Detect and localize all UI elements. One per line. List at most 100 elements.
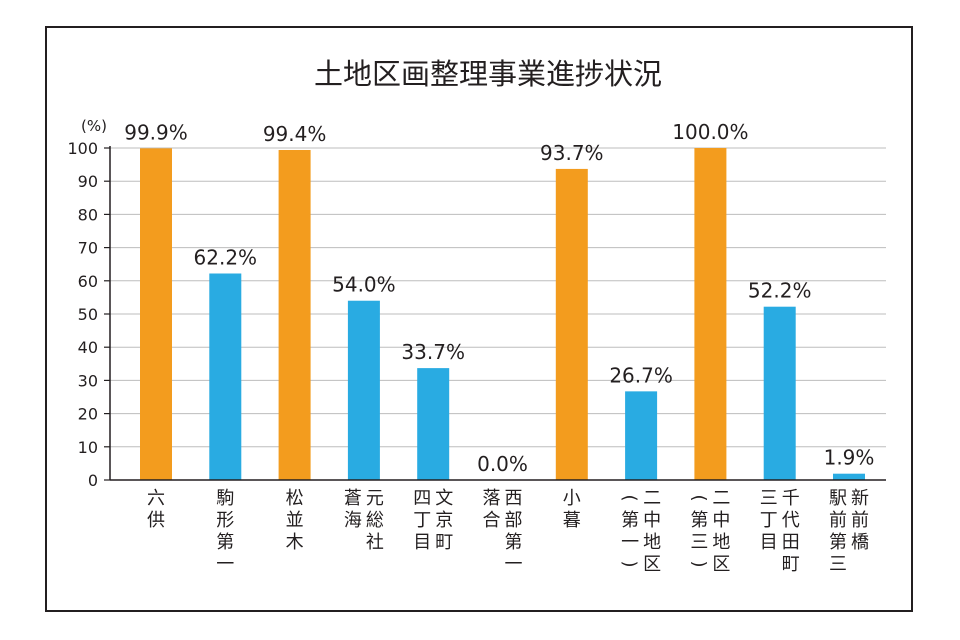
category-char: 総 <box>366 510 384 531</box>
category-char: 社 <box>366 532 384 553</box>
y-tick-label: 10 <box>78 438 98 457</box>
category-char: 蒼 <box>344 488 362 509</box>
category-char: 第 <box>505 532 523 553</box>
category-char: 第 <box>216 532 234 553</box>
data-label: 99.9% <box>124 120 188 144</box>
bar <box>694 148 727 480</box>
bar <box>209 273 242 480</box>
category-char: 暮 <box>563 510 581 531</box>
category-char: 中 <box>643 510 661 531</box>
category-char: 前 <box>851 510 869 531</box>
y-tick-label: 80 <box>78 205 98 224</box>
category-char: 部 <box>505 510 523 531</box>
data-labels: 99.9% 62.2% 99.4% 54.0% 33.7% 0.0% 93.7% 26.7% 1… <box>124 120 874 476</box>
bar <box>625 391 658 480</box>
category-char: 第 <box>621 510 639 531</box>
category-char: 小 <box>563 488 581 509</box>
category-char: 第 <box>829 532 847 553</box>
category-char: 六 <box>147 488 165 509</box>
y-axis-unit: (%) <box>81 117 107 135</box>
category-char: 目 <box>413 532 431 553</box>
bar <box>278 149 311 480</box>
category-char: 元 <box>366 488 384 509</box>
category-char: 区 <box>712 554 730 575</box>
category-label: 小暮 <box>563 488 581 531</box>
bar <box>140 148 172 480</box>
category-char: 前 <box>829 510 847 531</box>
category-char: 中 <box>712 510 730 531</box>
y-tick-label: 90 <box>78 172 98 191</box>
data-label: 1.9% <box>824 446 875 470</box>
category-char: 丁 <box>413 510 431 531</box>
y-tick-label: 60 <box>78 272 98 291</box>
category-char: 町 <box>782 554 800 575</box>
bar <box>347 300 380 480</box>
y-tick-labels: 0 10 20 30 40 50 60 70 80 90 100 <box>67 139 98 490</box>
y-tick-label: 40 <box>78 338 98 357</box>
category-char: 形 <box>216 510 234 531</box>
data-label: 99.4% <box>263 122 327 146</box>
data-label: 54.0% <box>332 273 396 297</box>
category-char: ( <box>688 494 709 501</box>
bars <box>140 148 865 480</box>
category-char: ( <box>619 494 640 501</box>
category-char: 京 <box>435 510 453 531</box>
category-char: 三 <box>829 554 847 575</box>
category-char: 落 <box>483 488 501 509</box>
y-tick-label: 70 <box>78 239 98 258</box>
data-label: 33.7% <box>401 340 465 364</box>
category-char: 橋 <box>851 532 869 553</box>
category-labels: 六供駒形第一松並木蒼海元総社四丁目文京町落合西部第一小暮(第一)二中地区(第三)… <box>147 488 869 575</box>
category-char: 四 <box>413 488 431 509</box>
category-char: 田 <box>782 532 800 553</box>
category-char: 海 <box>344 510 362 531</box>
category-label: 松並木 <box>286 488 304 553</box>
bar <box>763 306 796 480</box>
bar <box>833 473 865 480</box>
bar <box>555 168 588 480</box>
category-label: 四丁目 文京町 <box>413 488 453 553</box>
data-label: 62.2% <box>194 245 258 269</box>
category-char: 三 <box>690 532 708 553</box>
category-char: 合 <box>483 510 501 531</box>
category-char: 三 <box>760 488 778 509</box>
category-char: 区 <box>643 554 661 575</box>
category-char: 第 <box>690 510 708 531</box>
y-tick-label: 100 <box>67 139 98 158</box>
category-char: ) <box>688 560 709 567</box>
category-char: 丁 <box>760 510 778 531</box>
category-char: 並 <box>286 510 304 531</box>
data-label: 93.7% <box>540 141 604 165</box>
y-tick-label: 20 <box>78 405 98 424</box>
y-tick-label: 0 <box>88 471 98 490</box>
category-char: ) <box>619 560 640 567</box>
data-label: 26.7% <box>609 363 673 387</box>
category-char: 地 <box>712 532 730 553</box>
bar <box>417 368 450 480</box>
y-tick-label: 50 <box>78 305 98 324</box>
category-char: 新 <box>851 488 869 509</box>
category-char: 文 <box>435 488 453 509</box>
category-char: 西 <box>505 488 523 509</box>
category-char: 一 <box>621 532 639 553</box>
data-label: 100.0% <box>672 120 748 144</box>
data-label: 52.2% <box>748 279 812 303</box>
category-char: 千 <box>782 488 800 509</box>
category-char: 地 <box>643 532 661 553</box>
category-char: 駒 <box>216 488 234 509</box>
category-char: 供 <box>147 510 165 531</box>
category-char: 松 <box>286 488 304 509</box>
category-char: 二 <box>712 488 730 509</box>
category-char: 町 <box>435 532 453 553</box>
category-char: 代 <box>782 510 800 531</box>
y-tick-label: 30 <box>78 371 98 390</box>
category-char: 一 <box>505 554 523 575</box>
category-label: 六供 <box>147 488 165 531</box>
data-label: 0.0% <box>477 452 528 476</box>
category-char: 駅 <box>829 488 847 509</box>
